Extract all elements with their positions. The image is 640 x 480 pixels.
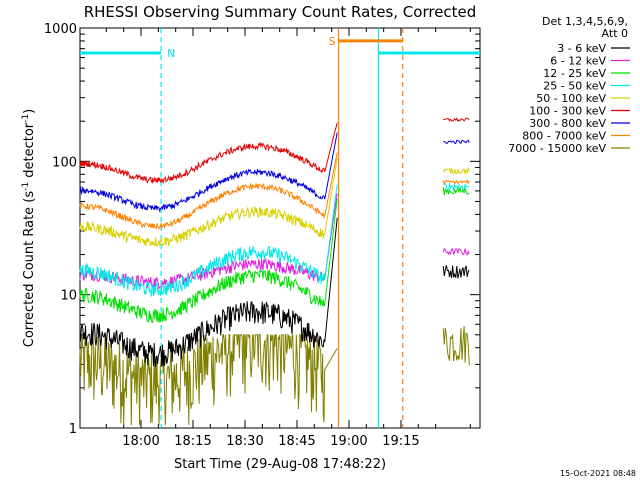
legend-label-2: 12 - 25 keV	[543, 67, 606, 80]
legend-header-1: Det 1,3,4,5,6,9,	[542, 15, 628, 28]
series-layer	[79, 117, 470, 426]
series-line-0	[79, 217, 338, 368]
footer-date: 15-Oct-2021 08:48	[560, 469, 636, 478]
series-line-5	[79, 122, 338, 185]
x-tick-label: 18:45	[278, 434, 315, 449]
y-axis-label: Corrected Count Rate (s-1 detector-1)	[21, 109, 37, 347]
y-tick-label: 10	[60, 289, 77, 304]
x-tick-label: 18:15	[174, 434, 211, 449]
y-label-part1: Corrected Count Rate (s	[22, 191, 37, 348]
series-line-3	[79, 184, 338, 297]
series-line-7	[79, 152, 338, 230]
series-segment-6	[443, 139, 470, 145]
night-label: N	[167, 47, 175, 60]
legend-label-8: 7000 - 15000 keV	[508, 142, 606, 155]
y-label-part2: detector	[22, 122, 37, 182]
series-line-1	[79, 193, 338, 291]
series-segment-8	[442, 326, 470, 366]
legend-label-1: 6 - 12 keV	[550, 55, 606, 68]
series-segment-7	[442, 179, 470, 185]
legend-label-6: 300 - 800 keV	[529, 117, 606, 130]
y-label-part3: )	[22, 109, 37, 114]
axis-ticks: 18:00 18:15 18:30 18:45 19:00 19:15 1 10 100 1000	[44, 22, 480, 449]
series-segment-4	[442, 166, 470, 176]
y-tick-label: 1000	[44, 22, 77, 37]
series-line-2	[79, 198, 338, 323]
x-tick-label: 18:30	[226, 434, 263, 449]
x-axis-label: Start Time (29-Aug-08 17:48:22)	[174, 457, 386, 472]
series-segment-0	[442, 265, 470, 279]
legend-label-0: 3 - 6 keV	[557, 42, 606, 55]
series-line-8	[79, 333, 338, 426]
y-tick-label: 1	[69, 422, 77, 437]
annotations: NS	[80, 28, 480, 428]
series-segment-3	[443, 182, 470, 191]
legend-label-5: 100 - 300 keV	[529, 105, 606, 118]
x-tick-label: 18:00	[122, 434, 159, 449]
chart-title: RHESSI Observing Summary Count Rates, Co…	[84, 3, 477, 21]
legend-label-4: 50 - 100 keV	[536, 92, 606, 105]
series-line-4	[79, 157, 338, 248]
y-tick-label: 100	[52, 155, 77, 170]
legend-label-7: 800 - 7000 keV	[522, 130, 606, 143]
legend-header-2: Att 0	[602, 27, 628, 40]
series-segment-5	[443, 117, 470, 123]
y-label-sup1: -1	[21, 182, 31, 191]
series-segment-1	[442, 247, 470, 256]
y-label-sup2: -1	[21, 114, 31, 123]
x-tick-label: 19:15	[382, 434, 419, 449]
x-tick-label: 19:00	[330, 434, 367, 449]
saa-label: S	[329, 35, 336, 48]
series-line-6	[79, 132, 338, 213]
legend-label-3: 25 - 50 keV	[543, 80, 606, 93]
